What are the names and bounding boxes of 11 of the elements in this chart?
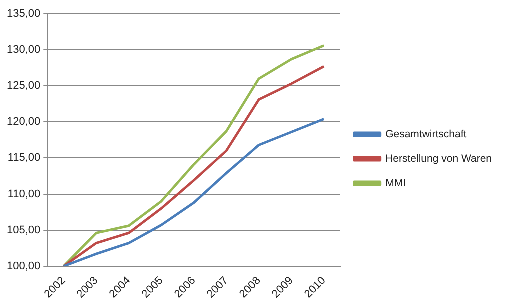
y-tick-label: 130,00 (6, 44, 41, 56)
y-tick-label: 100,00 (6, 260, 41, 272)
y-tick-label: 135,00 (6, 8, 41, 20)
legend-label: Herstellung von Waren (386, 152, 492, 165)
y-tick-label: 105,00 (6, 224, 41, 236)
y-tick-label: 110,00 (8, 188, 41, 200)
y-tick-label: 115,00 (8, 152, 41, 164)
y-tick-label: 125,00 (6, 80, 41, 92)
y-tick-label: 120,00 (6, 116, 41, 128)
legend-label: Gesamtwirtschaft (386, 128, 467, 140)
legend-label: MMI (386, 177, 406, 190)
